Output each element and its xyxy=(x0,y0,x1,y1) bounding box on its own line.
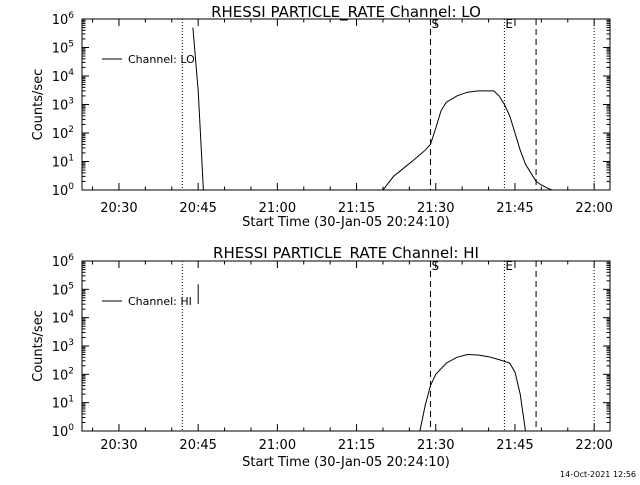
y-tick-label: 106 xyxy=(52,253,75,270)
y-tick-label: 102 xyxy=(52,125,74,142)
y-tick-label: 105 xyxy=(52,281,74,298)
legend-entry: Channel: LO xyxy=(128,53,195,66)
chart-title: RHESSI PARTICLE_RATE Channel: HI xyxy=(213,244,479,263)
y-tick-label: 101 xyxy=(52,395,74,412)
x-axis-label: Start Time (30-Jan-05 20:24:10) xyxy=(242,455,450,470)
timestamp-label: 14-Oct-2021 12:56 xyxy=(560,470,636,479)
series-line xyxy=(382,90,553,191)
y-tick-label: 102 xyxy=(52,366,74,383)
x-tick-label: 20:45 xyxy=(179,201,216,216)
series-line xyxy=(192,27,204,191)
plot-frame xyxy=(81,260,611,432)
x-tick-label: 22:00 xyxy=(575,438,612,453)
x-tick-label: 21:45 xyxy=(496,438,533,453)
x-axis-label: Start Time (30-Jan-05 20:24:10) xyxy=(242,215,450,230)
y-tick-label: 104 xyxy=(52,310,75,327)
x-tick-label: 21:15 xyxy=(338,201,375,216)
y-tick-label: 106 xyxy=(52,11,75,28)
marker-label-e: E xyxy=(505,17,513,31)
panel-hi: RHESSI PARTICLE_RATE Channel: HI 100 101 10… xyxy=(31,244,613,470)
marker-label-s: S xyxy=(431,17,439,31)
plot-frame xyxy=(81,18,611,191)
y-axis-label: Counts/sec xyxy=(31,69,46,141)
x-tick-label: 20:45 xyxy=(179,438,216,453)
x-tick-label: 21:00 xyxy=(259,438,296,453)
x-tick-label: 21:15 xyxy=(338,438,375,453)
legend-entry: Channel: HI xyxy=(128,295,192,308)
x-tick-label: 21:45 xyxy=(496,201,533,216)
marker-label-e: E xyxy=(505,259,513,273)
x-tick-label: 21:30 xyxy=(417,438,454,453)
y-tick-label: 105 xyxy=(52,40,74,57)
y-tick-label: 103 xyxy=(52,97,74,114)
marker-label-s: S xyxy=(431,259,439,273)
y-tick-label: 100 xyxy=(52,182,75,199)
x-tick-label: 21:00 xyxy=(259,201,296,216)
x-tick-label: 22:00 xyxy=(575,201,612,216)
y-tick-label: 104 xyxy=(52,68,75,85)
y-tick-label: 103 xyxy=(52,338,74,355)
panel-lo: RHESSI PARTICLE_RATE Channel: LO 100 101 10… xyxy=(31,3,613,230)
y-axis-label: Counts/sec xyxy=(31,310,46,382)
x-tick-label: 21:30 xyxy=(417,201,454,216)
y-tick-label: 100 xyxy=(52,423,75,440)
x-tick-label: 20:30 xyxy=(100,201,137,216)
series-line xyxy=(419,353,526,432)
x-tick-label: 20:30 xyxy=(100,438,137,453)
chart-title: RHESSI PARTICLE_RATE Channel: LO xyxy=(211,3,481,22)
y-tick-label: 101 xyxy=(52,154,74,171)
